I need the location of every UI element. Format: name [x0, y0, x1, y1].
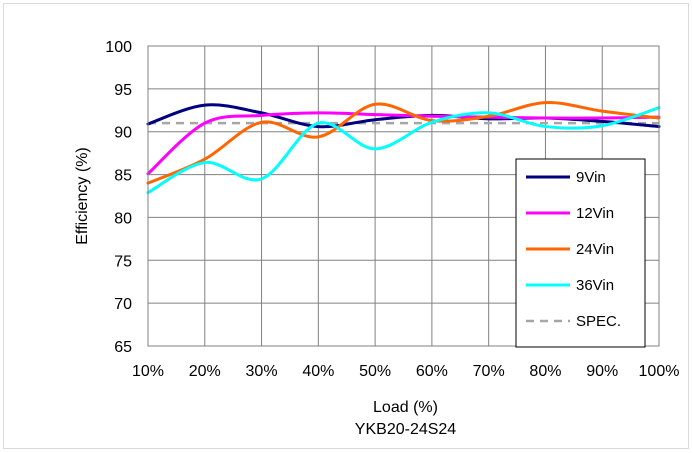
- y-tick-label: 65: [114, 339, 132, 356]
- x-tick-label: 100%: [639, 363, 680, 380]
- series-line-36vin: [146, 106, 661, 195]
- efficiency-chart: 65 70 75 80 85 90 95 100 10% 20% 30% 40% 50% 60% 70% 8…: [74, 39, 679, 438]
- x-tick-label: 80%: [529, 363, 561, 380]
- y-tick-label: 75: [114, 253, 132, 270]
- legend: 9Vin 12Vin 24Vin 36Vin SPEC.: [515, 158, 646, 348]
- x-tick-labels: 10% 20% 30% 40% 50% 60% 70% 80% 90% 100%: [132, 363, 679, 380]
- y-tick-labels: 65 70 75 80 85 90 95 100: [105, 39, 132, 356]
- y-tick-label: 70: [114, 296, 132, 313]
- legend-label: 24Vin: [576, 241, 614, 258]
- x-tick-label: 90%: [586, 363, 618, 380]
- y-tick-label: 100: [105, 39, 132, 56]
- y-tick-label: 90: [114, 125, 132, 142]
- x-tick-label: 70%: [473, 363, 505, 380]
- legend-label: 36Vin: [576, 277, 614, 294]
- chart-subtitle: YKB20-24S24: [355, 421, 457, 438]
- chart-frame: 65 70 75 80 85 90 95 100 10% 20% 30% 40% 50% 60% 70% 8…: [3, 3, 689, 449]
- y-axis-label: Efficiency (%): [74, 147, 91, 245]
- legend-label: 12Vin: [576, 205, 614, 222]
- y-tick-label: 95: [114, 82, 132, 99]
- x-tick-label: 10%: [132, 363, 164, 380]
- x-tick-label: 30%: [246, 363, 278, 380]
- x-axis-label: Load (%): [373, 399, 438, 416]
- plot-area-border: [147, 45, 660, 347]
- legend-label: SPEC.: [576, 313, 621, 330]
- legend-label: 9Vin: [576, 169, 606, 186]
- legend-box: [515, 158, 646, 348]
- series-line-24vin: [146, 101, 661, 185]
- x-tick-label: 40%: [302, 363, 334, 380]
- series-layer: [146, 101, 661, 195]
- x-tick-label: 20%: [189, 363, 221, 380]
- y-tick-label: 85: [114, 168, 132, 185]
- series-line-12vin: [146, 111, 661, 176]
- x-tick-label: 50%: [359, 363, 391, 380]
- y-tick-label: 80: [114, 210, 132, 227]
- x-tick-label: 60%: [416, 363, 448, 380]
